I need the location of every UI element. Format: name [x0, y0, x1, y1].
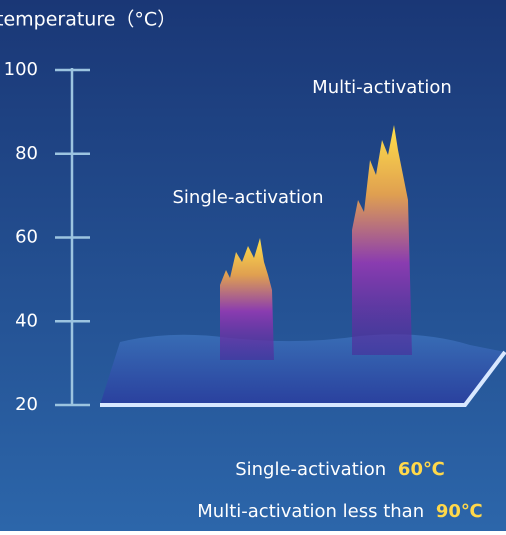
plate — [100, 334, 505, 405]
caption: Single-activation 60℃ — [235, 459, 445, 480]
tick-label: 60 — [15, 227, 38, 248]
axis-title: temperature（°C） — [0, 9, 176, 31]
tick-label: 100 — [4, 59, 38, 80]
caption-text: Single-activation — [235, 459, 386, 480]
caption-value: 90℃ — [436, 501, 483, 522]
caption: Multi-activation less than 90℃ — [197, 501, 482, 522]
multi-label: Multi-activation — [312, 77, 452, 98]
tick-label: 80 — [15, 143, 38, 164]
plate-edge — [100, 350, 506, 407]
single-label: Single-activation — [173, 187, 324, 208]
flame-multi — [352, 125, 412, 355]
caption-value: 60℃ — [398, 459, 445, 480]
flame-single — [220, 238, 274, 360]
caption-text: Multi-activation less than — [197, 501, 424, 522]
tick-label: 40 — [15, 310, 38, 331]
ticks: 100 80 60 40 20 — [4, 59, 90, 415]
tick-label: 20 — [15, 394, 38, 415]
